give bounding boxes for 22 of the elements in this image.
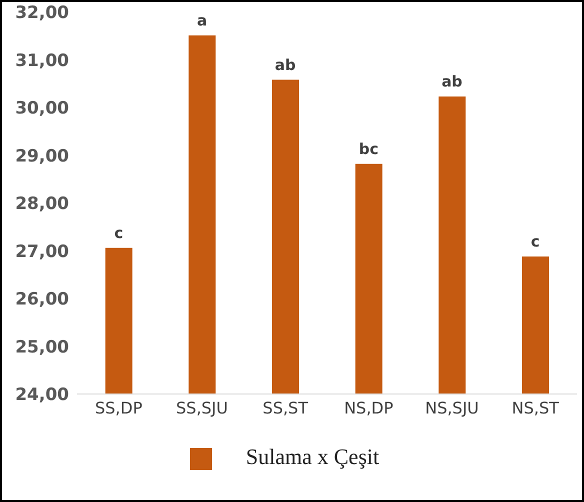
y-tick-label: 31,00 (15, 50, 70, 71)
y-tick-label: 29,00 (15, 146, 70, 166)
y-tick-label: 25,00 (15, 337, 70, 358)
y-tick-label: 24,00 (15, 385, 70, 406)
annotation: ab (274, 56, 296, 74)
y-tick-label: 27,00 (15, 242, 70, 262)
x-tick-label: SS,SJU (176, 398, 228, 418)
x-tick-label: NS,SJU (425, 398, 479, 418)
x-tick-label: NS,ST (512, 398, 560, 418)
y-tick-label: 26,00 (15, 290, 70, 310)
annotation: a (196, 11, 208, 30)
annotation: c (530, 232, 540, 250)
y-tick-label: 28,00 (15, 194, 70, 214)
annotation: c (114, 224, 124, 242)
y-tick-label: 30,00 (15, 98, 70, 119)
x-tick-label: SS,ST (262, 398, 308, 418)
annotation: bc (358, 140, 378, 158)
x-tick-label: SS,DP (94, 398, 143, 418)
legend-label: Sulama x Çeşit (246, 444, 380, 469)
y-tick-label: 32,00 (15, 3, 70, 24)
annotation: ab (442, 72, 463, 91)
x-tick-label: NS,DP (344, 398, 394, 418)
